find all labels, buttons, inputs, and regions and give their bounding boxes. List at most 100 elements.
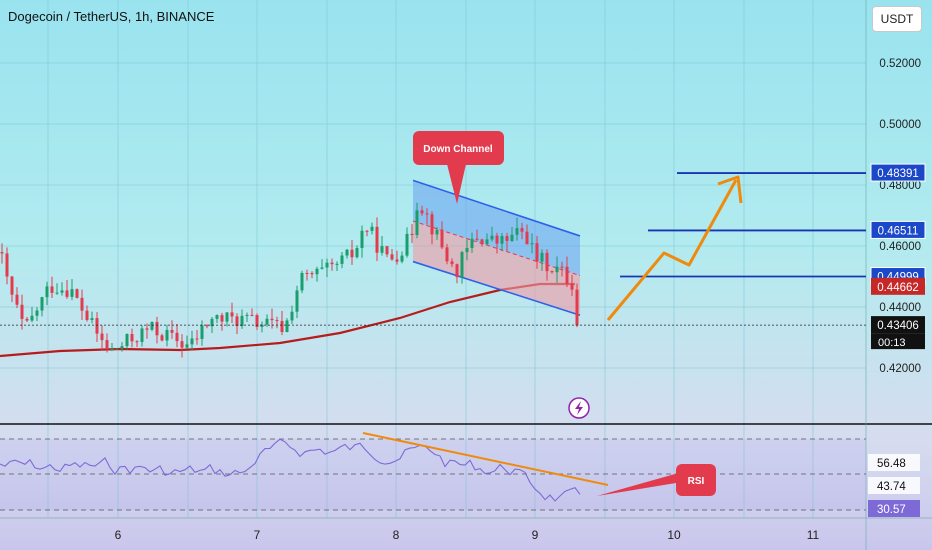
price-tick-label: 0.50000 — [879, 119, 921, 131]
chart-title: Dogecoin / TetherUS, 1h, BINANCE — [8, 9, 215, 24]
candle — [490, 235, 494, 240]
candle — [430, 214, 434, 235]
candle — [190, 338, 194, 345]
candle — [420, 210, 424, 214]
candle — [395, 259, 399, 262]
down-channel-label: Down Channel — [423, 144, 493, 155]
candle — [540, 252, 544, 262]
candle — [350, 249, 354, 258]
candle — [340, 255, 344, 264]
candle — [315, 268, 319, 275]
candle — [140, 328, 144, 342]
projection-arrowhead — [717, 175, 743, 204]
candle — [290, 311, 294, 321]
candle — [555, 266, 559, 273]
candle — [185, 344, 189, 348]
candle — [405, 233, 409, 256]
price-badge — [870, 163, 926, 182]
rsi-value-label: 43.74 — [877, 481, 906, 493]
candle — [130, 334, 134, 342]
candle — [480, 239, 484, 245]
down-channel-pointer — [447, 164, 466, 204]
candle — [375, 226, 379, 253]
candle — [300, 272, 304, 291]
candle — [120, 346, 124, 349]
candle — [200, 325, 204, 339]
price-badge-label: 0.48391 — [877, 168, 919, 180]
candle — [525, 231, 529, 245]
price-tick-label: 0.48000 — [879, 180, 921, 192]
candle — [135, 341, 139, 343]
candle — [460, 252, 464, 278]
candle — [95, 318, 99, 334]
rsi-value-label: 30.57 — [877, 504, 906, 516]
channel-lower-line — [412, 260, 581, 316]
candle — [245, 314, 249, 316]
candle — [545, 252, 549, 272]
candle — [505, 236, 509, 241]
candle — [370, 226, 374, 231]
price-badge-label: 0.46511 — [878, 225, 919, 237]
candle — [35, 310, 39, 316]
time-tick-label: 7 — [254, 528, 261, 542]
countdown-label: 00:13 — [878, 337, 906, 349]
candle — [440, 229, 444, 248]
candle — [210, 318, 214, 327]
candle — [85, 310, 89, 321]
candle — [220, 315, 224, 322]
candle — [500, 236, 504, 244]
candle — [515, 228, 519, 235]
candle — [475, 238, 479, 240]
currency-label: USDT — [880, 12, 914, 26]
candle — [455, 264, 459, 278]
candle — [355, 248, 359, 258]
time-tick-label: 10 — [667, 528, 681, 542]
candle — [450, 261, 454, 265]
candle — [25, 318, 29, 321]
candle — [55, 292, 59, 294]
rsi-value-label: 56.48 — [877, 458, 906, 470]
price-tick-label: 0.42000 — [879, 363, 921, 375]
candle — [0, 252, 4, 254]
price-tick-label: 0.46000 — [879, 241, 921, 253]
candle — [230, 312, 234, 317]
candle — [465, 247, 469, 253]
price-badge — [870, 220, 926, 239]
candle — [365, 230, 369, 232]
rsi-value-badge — [868, 500, 920, 517]
candle — [415, 210, 419, 236]
time-tick-label: 6 — [115, 528, 122, 542]
candle — [345, 249, 349, 256]
candle — [310, 273, 314, 275]
candle — [175, 332, 179, 342]
candle — [75, 289, 79, 298]
candle — [20, 304, 24, 319]
channel-upper-line — [412, 179, 581, 237]
candle — [520, 228, 524, 232]
candle — [530, 243, 534, 245]
candle — [470, 238, 474, 248]
candle — [330, 262, 334, 265]
candle — [335, 263, 339, 265]
candle — [275, 320, 279, 322]
rsi-value-badge — [868, 454, 920, 471]
candle — [255, 315, 259, 327]
time-tick-label: 8 — [393, 528, 400, 542]
candle — [30, 315, 34, 321]
candle — [215, 315, 219, 319]
candle — [100, 333, 104, 341]
candle — [295, 290, 299, 312]
candle — [170, 330, 174, 333]
candle — [205, 325, 209, 327]
rsi-value-badge — [868, 477, 920, 494]
candle — [125, 334, 129, 347]
candle — [445, 247, 449, 262]
candle — [360, 230, 364, 249]
candle — [65, 290, 69, 297]
candle — [410, 233, 414, 236]
down-channel-callout — [413, 131, 504, 165]
currency-button[interactable]: USDT — [872, 6, 922, 32]
candle — [435, 229, 439, 235]
